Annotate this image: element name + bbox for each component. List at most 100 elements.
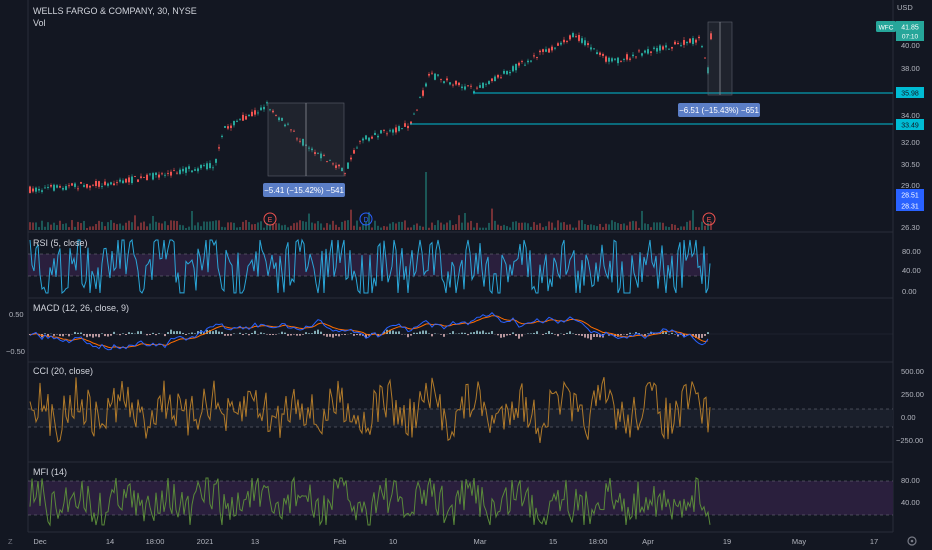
price-tick[interactable]: 40.00 — [901, 41, 920, 50]
volume-bar — [473, 227, 475, 230]
measure-tool-2[interactable]: −6.51 (−15.43%) −651 — [678, 21, 760, 117]
volume-bar — [668, 226, 670, 230]
level-badge-upper[interactable]: 35.98 — [896, 87, 924, 98]
volume-bar — [458, 215, 460, 230]
candle-body — [629, 58, 631, 60]
price-tick[interactable]: 30.50 — [901, 160, 920, 169]
macd-histogram-bar — [449, 333, 451, 334]
price-tick[interactable]: 32.00 — [901, 138, 920, 147]
volume-bar — [113, 222, 115, 230]
dividend-marker[interactable]: D — [359, 212, 373, 226]
candle-body — [368, 137, 370, 141]
macd-histogram-bar — [644, 334, 646, 337]
measure-badge-b[interactable]: 28.31 — [896, 200, 924, 211]
macd-histogram-bar — [341, 334, 343, 335]
level-badge-lower[interactable]: 33.49 — [896, 119, 924, 130]
macd-histogram-bar — [620, 334, 622, 336]
cci-tick[interactable]: 0.00 — [901, 413, 916, 422]
chart-title[interactable]: WELLS FARGO & COMPANY, 30, NYSE — [33, 6, 197, 16]
price-tick[interactable]: 29.00 — [901, 181, 920, 190]
volume-bar — [674, 224, 676, 230]
volume-bar — [221, 226, 223, 230]
volume-bar — [215, 220, 217, 230]
candle-body — [233, 120, 235, 126]
volume-bar — [689, 220, 691, 230]
volume-bar — [461, 222, 463, 230]
volume-bar — [482, 227, 484, 230]
volume-bar — [173, 220, 175, 230]
price-tick[interactable]: 38.00 — [901, 64, 920, 73]
macd-histogram-bar — [101, 333, 103, 334]
volume-bar — [101, 221, 103, 230]
time-axis-label: 15 — [549, 537, 557, 546]
cci-legend[interactable]: CCI (20, close) — [33, 366, 94, 376]
candle-body — [98, 181, 100, 187]
candle-body — [113, 183, 115, 186]
candle-body — [521, 60, 523, 62]
candle-body — [242, 114, 244, 121]
mfi-legend[interactable]: MFI (14) — [33, 467, 68, 477]
macd-histogram-bar — [575, 334, 577, 335]
macd-histogram-bar — [230, 334, 232, 336]
measure-badge-a[interactable]: 28.51 — [896, 189, 924, 200]
macd-histogram-bar — [551, 332, 553, 334]
volume-bar — [644, 223, 646, 230]
volume-bar — [86, 227, 88, 230]
volume-bar — [443, 224, 445, 230]
candle-body — [197, 168, 199, 172]
volume-legend[interactable]: Vol — [33, 18, 46, 28]
candle-body — [680, 45, 682, 47]
price-pane[interactable] — [29, 30, 712, 230]
cci-tick[interactable]: 500.00 — [901, 367, 924, 376]
mfi-tick[interactable]: 80.00 — [901, 476, 920, 485]
volume-bar — [116, 224, 118, 230]
candle-body — [686, 41, 688, 44]
rsi-tick[interactable]: 0.00 — [902, 287, 917, 296]
rsi-tick[interactable]: 80.00 — [902, 247, 921, 256]
measure-tool-1[interactable]: −5.41 (−15.42%) −541 — [263, 102, 345, 197]
macd-histogram-bar — [350, 333, 352, 334]
macd-tick[interactable]: −0.50 — [6, 347, 25, 356]
macd-histogram-bar — [422, 330, 424, 334]
time-axis[interactable]: Dec 14 18:00 2021 13 Feb 10 Mar 15 18:00 Apr 19 May 1… — [33, 537, 878, 546]
candle-body — [32, 188, 34, 192]
candle-body — [74, 183, 76, 187]
candle-body — [422, 90, 424, 96]
candle-body — [473, 91, 475, 93]
macd-histogram-bar — [428, 333, 430, 334]
candle-body — [557, 43, 559, 46]
candle-body — [341, 167, 343, 172]
candle-body — [497, 74, 499, 78]
candle-body — [671, 46, 673, 49]
volume-bar — [545, 226, 547, 230]
mfi-tick[interactable]: 40.00 — [901, 498, 920, 507]
timezone-icon[interactable]: Z — [8, 537, 13, 546]
price-tick[interactable]: 26.30 — [901, 223, 920, 232]
volume-bar — [593, 225, 595, 230]
macd-histogram-bar — [131, 332, 133, 334]
macd-histogram-bar — [308, 333, 310, 334]
earnings-marker[interactable]: E — [263, 212, 277, 226]
volume-bar — [611, 220, 613, 230]
last-price-badge[interactable]: 41.85 07:10 — [896, 21, 924, 41]
symbol-badge[interactable]: WFC — [876, 21, 896, 32]
candle-body — [71, 183, 73, 186]
candle-body — [662, 46, 664, 50]
candle-body — [263, 106, 265, 110]
cci-tick[interactable]: −250.00 — [896, 436, 923, 445]
volume-bar — [686, 221, 688, 230]
price-tick[interactable]: 34.00 — [901, 111, 920, 120]
candle-body — [476, 87, 478, 89]
volume-bar — [74, 226, 76, 230]
rsi-legend[interactable]: RSI (5, close) — [33, 238, 88, 248]
rsi-tick[interactable]: 40.00 — [902, 266, 921, 275]
settings-gear-icon[interactable] — [907, 536, 917, 546]
macd-tick[interactable]: 0.50 — [9, 310, 24, 319]
cci-tick[interactable]: 250.00 — [901, 390, 924, 399]
earnings-marker[interactable]: E — [702, 212, 716, 226]
candle-body — [692, 38, 694, 45]
candle-body — [509, 71, 511, 74]
macd-legend[interactable]: MACD (12, 26, close, 9) — [33, 303, 130, 313]
volume-bar — [389, 223, 391, 230]
